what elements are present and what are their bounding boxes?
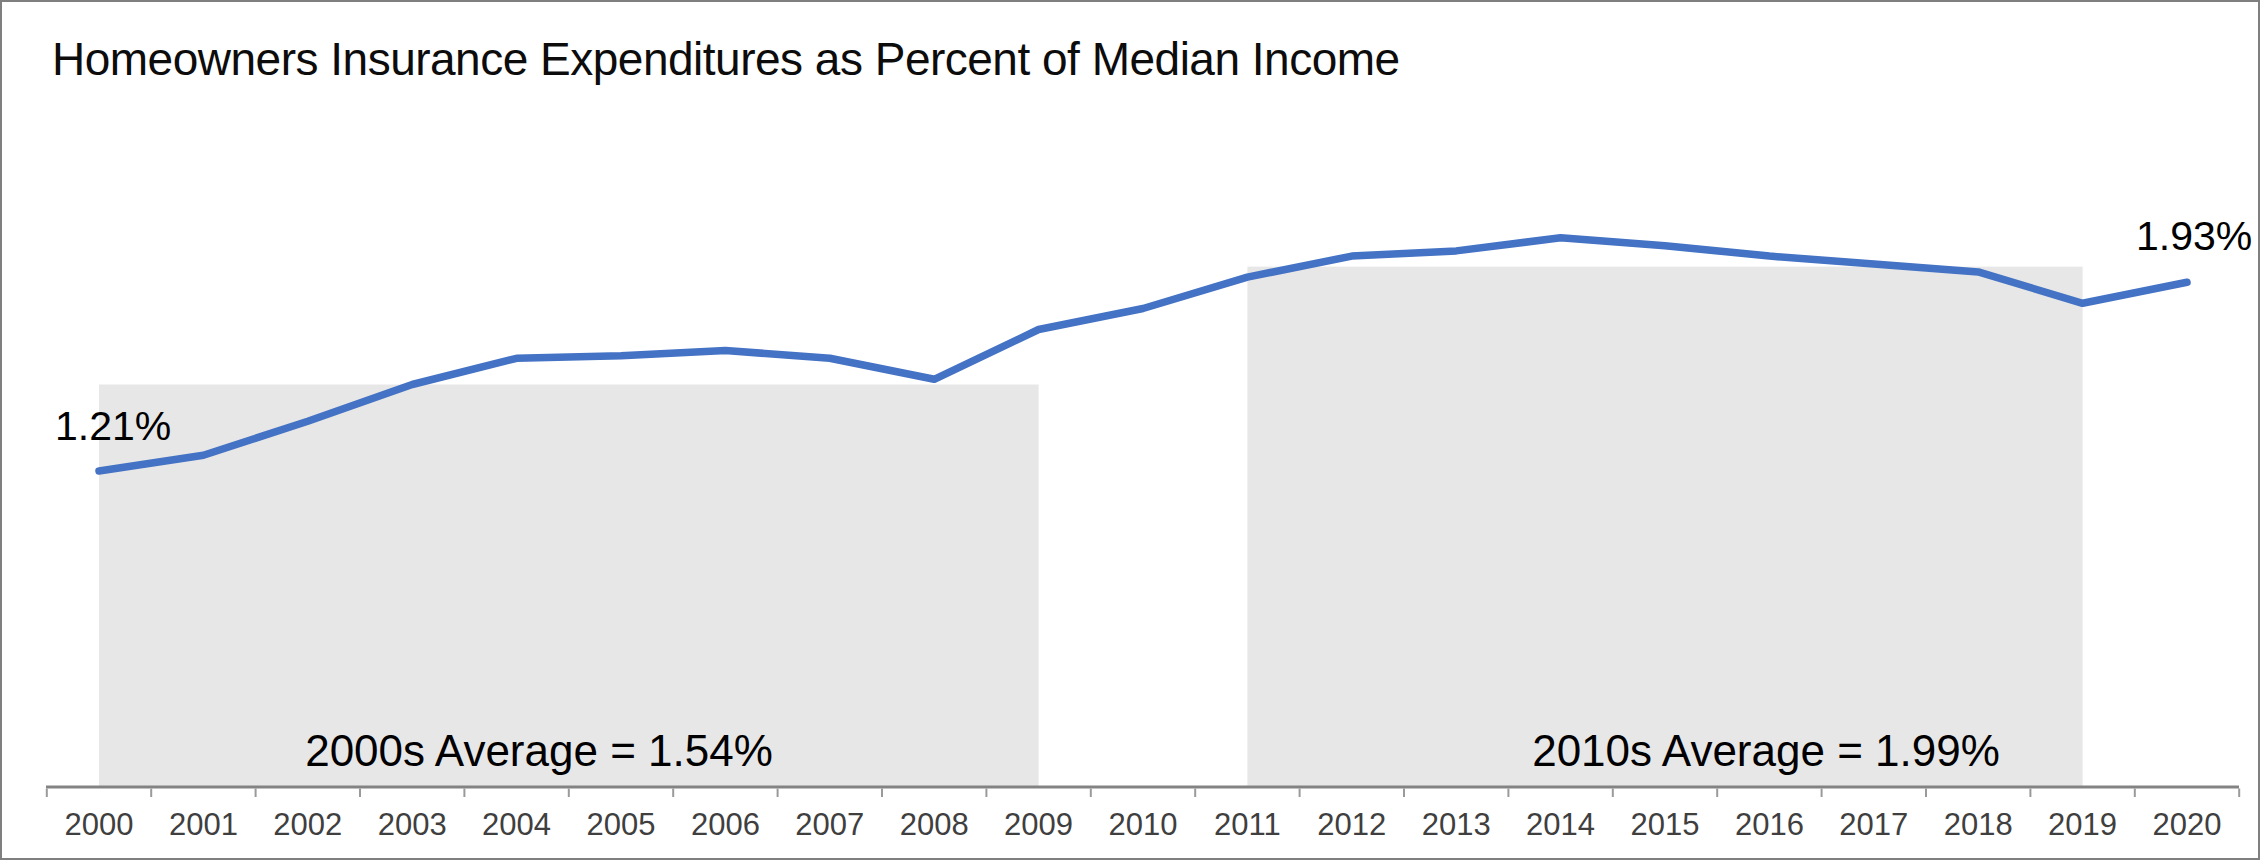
x-axis-label: 2003 — [378, 807, 447, 842]
x-axis-label: 2013 — [1422, 807, 1491, 842]
data-label-2000: 1.21% — [55, 403, 171, 450]
x-axis-label: 2020 — [2153, 807, 2222, 842]
x-axis-label: 2016 — [1735, 807, 1804, 842]
x-axis-label: 2005 — [587, 807, 656, 842]
x-axis-label: 2002 — [273, 807, 342, 842]
x-axis-label: 2000 — [65, 807, 134, 842]
x-axis-label: 2004 — [482, 807, 551, 842]
chart-frame: Homeowners Insurance Expenditures as Per… — [0, 0, 2260, 860]
x-axis-label: 2011 — [1214, 807, 1281, 842]
x-axis-label: 2007 — [795, 807, 864, 842]
decade-band-2010s — [1247, 267, 2082, 786]
data-label-2020: 1.93% — [2136, 213, 2252, 260]
x-axis-label: 2019 — [2048, 807, 2117, 842]
band-label-2000s-average: 2000s Average = 1.54% — [305, 726, 773, 776]
x-axis-label: 2018 — [1944, 807, 2013, 842]
x-axis-label: 2014 — [1526, 807, 1595, 842]
x-axis-label: 2009 — [1004, 807, 1073, 842]
x-axis-label: 2010 — [1109, 807, 1178, 842]
x-axis-label: 2006 — [691, 807, 760, 842]
x-axis-label: 2008 — [900, 807, 969, 842]
x-axis-label: 2012 — [1317, 807, 1386, 842]
x-axis-label: 2001 — [169, 807, 238, 842]
x-axis-label: 2015 — [1631, 807, 1700, 842]
x-axis-label: 2017 — [1839, 807, 1908, 842]
band-label-2010s-average: 2010s Average = 1.99% — [1532, 726, 2000, 776]
